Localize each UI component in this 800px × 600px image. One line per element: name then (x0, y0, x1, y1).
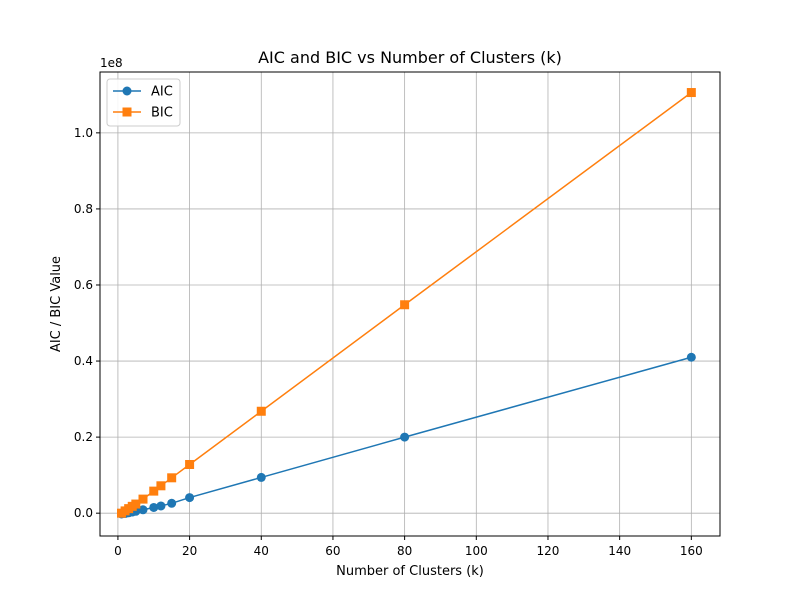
chart-title: AIC and BIC vs Number of Clusters (k) (258, 48, 562, 67)
bic-point (185, 459, 195, 469)
x-axis-ticks: 0 20 40 60 80 100 120 140 160 (114, 536, 703, 558)
x-tick-label: 120 (537, 544, 560, 558)
y-axis-ticks: 0.0 0.2 0.4 0.6 0.8 1.0 (74, 126, 100, 520)
bic-point (156, 481, 166, 491)
bic-point (256, 406, 266, 416)
y-axis-label: AIC / BIC Value (49, 256, 64, 352)
y-tick-label: 0.2 (74, 430, 93, 444)
x-tick-label: 160 (680, 544, 703, 558)
bic-point (400, 300, 410, 310)
grid-lines (100, 72, 720, 536)
x-tick-label: 100 (465, 544, 488, 558)
aic-point (686, 352, 696, 362)
y-tick-label: 0.8 (74, 202, 93, 216)
x-tick-label: 0 (114, 544, 122, 558)
bic-series (117, 88, 696, 518)
aic-point (138, 505, 148, 515)
aic-point (167, 498, 177, 508)
y-tick-label: 0.6 (74, 278, 93, 292)
bic-point (131, 499, 141, 509)
y-tick-label: 0.4 (74, 354, 93, 368)
x-tick-label: 80 (397, 544, 412, 558)
aic-point (156, 501, 166, 511)
bic-point (167, 473, 177, 483)
aic-point (185, 493, 195, 503)
legend-aic-label: AIC (151, 85, 173, 100)
x-axis-label: Number of Clusters (k) (336, 564, 484, 579)
series-layer (117, 88, 696, 519)
legend-bic-label: BIC (151, 106, 173, 121)
x-tick-label: 60 (325, 544, 340, 558)
y-tick-label: 1.0 (74, 126, 93, 140)
aic-point (256, 472, 266, 482)
x-tick-label: 40 (254, 544, 269, 558)
aic-point (400, 432, 410, 442)
bic-point (686, 88, 696, 98)
legend-bic-marker (122, 107, 132, 117)
x-tick-label: 20 (182, 544, 197, 558)
bic-point (149, 486, 159, 496)
plot-area-frame (99, 71, 721, 537)
legend: AIC BIC (106, 78, 181, 127)
aic-point (149, 502, 159, 512)
bic-point (138, 494, 148, 504)
y-tick-label: 0.0 (74, 506, 93, 520)
x-tick-label: 140 (608, 544, 631, 558)
legend-aic-marker (122, 86, 132, 96)
y-axis-offset-label: 1e8 (100, 56, 123, 70)
